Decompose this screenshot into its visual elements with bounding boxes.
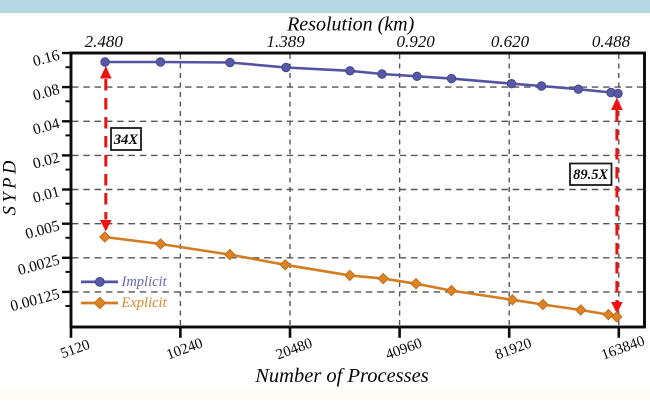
svg-text:0.920: 0.920	[396, 32, 435, 51]
svg-text:34X: 34X	[113, 132, 139, 148]
svg-text:0.02: 0.02	[31, 149, 62, 172]
svg-text:Implicit: Implicit	[121, 274, 168, 290]
svg-text:0.04: 0.04	[31, 115, 62, 139]
svg-text:SYPD: SYPD	[1, 157, 21, 215]
svg-text:0.01: 0.01	[31, 183, 62, 206]
svg-text:89.5X: 89.5X	[573, 167, 608, 183]
svg-text:Explicit: Explicit	[121, 295, 168, 311]
svg-text:Resolution (km): Resolution (km)	[286, 14, 415, 36]
svg-text:Number of Processes: Number of Processes	[254, 365, 428, 387]
svg-text:0.488: 0.488	[592, 32, 631, 51]
svg-text:0.620: 0.620	[491, 32, 530, 51]
svg-text:2.480: 2.480	[85, 32, 124, 51]
svg-text:1.389: 1.389	[266, 32, 305, 51]
svg-text:0.16: 0.16	[31, 47, 62, 71]
svg-text:0.08: 0.08	[31, 81, 62, 105]
